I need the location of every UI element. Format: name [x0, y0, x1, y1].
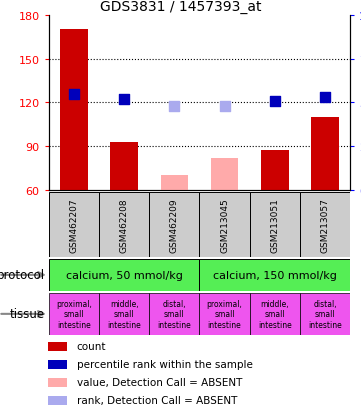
Bar — [199, 192, 250, 257]
Text: GSM213057: GSM213057 — [321, 197, 330, 252]
Bar — [48, 378, 67, 387]
Bar — [149, 192, 199, 257]
Bar — [261, 151, 289, 190]
Point — [222, 103, 227, 110]
Text: percentile rank within the sample: percentile rank within the sample — [77, 359, 253, 369]
Text: middle,
small
intestine: middle, small intestine — [107, 299, 141, 329]
Bar — [49, 259, 199, 291]
Bar — [300, 293, 350, 335]
Bar — [48, 360, 67, 369]
Point — [71, 91, 77, 98]
Text: rank, Detection Call = ABSENT: rank, Detection Call = ABSENT — [77, 395, 237, 405]
Text: GSM462209: GSM462209 — [170, 197, 179, 252]
Text: protocol: protocol — [0, 269, 45, 282]
Bar — [250, 192, 300, 257]
Text: proximal,
small
intestine: proximal, small intestine — [56, 299, 92, 329]
Text: GSM213051: GSM213051 — [270, 197, 279, 252]
Text: GDS3831 / 1457393_at: GDS3831 / 1457393_at — [100, 0, 261, 14]
Bar — [49, 192, 99, 257]
Text: GSM462208: GSM462208 — [119, 197, 129, 252]
Text: GSM213045: GSM213045 — [220, 197, 229, 252]
Text: value, Detection Call = ABSENT: value, Detection Call = ABSENT — [77, 377, 242, 387]
Text: distal,
small
intestine: distal, small intestine — [157, 299, 191, 329]
Bar — [300, 192, 350, 257]
Bar — [149, 293, 199, 335]
Bar — [110, 142, 138, 190]
Bar — [199, 259, 350, 291]
Text: calcium, 150 mmol/kg: calcium, 150 mmol/kg — [213, 270, 337, 280]
Bar — [250, 293, 300, 335]
Bar — [60, 31, 88, 190]
Point — [272, 98, 278, 104]
Text: proximal,
small
intestine: proximal, small intestine — [206, 299, 243, 329]
Bar — [311, 118, 339, 190]
Bar — [99, 192, 149, 257]
Point — [322, 95, 328, 101]
Bar — [211, 159, 238, 190]
Bar — [49, 293, 99, 335]
Point — [121, 96, 127, 103]
Point — [171, 103, 177, 110]
Text: distal,
small
intestine: distal, small intestine — [308, 299, 342, 329]
Text: GSM462207: GSM462207 — [69, 197, 78, 252]
Bar — [48, 396, 67, 405]
Text: tissue: tissue — [10, 308, 45, 320]
Bar — [99, 293, 149, 335]
Text: middle,
small
intestine: middle, small intestine — [258, 299, 292, 329]
Bar — [199, 293, 250, 335]
Text: calcium, 50 mmol/kg: calcium, 50 mmol/kg — [66, 270, 183, 280]
Bar — [161, 176, 188, 190]
Bar — [48, 342, 67, 351]
Text: count: count — [77, 341, 106, 351]
